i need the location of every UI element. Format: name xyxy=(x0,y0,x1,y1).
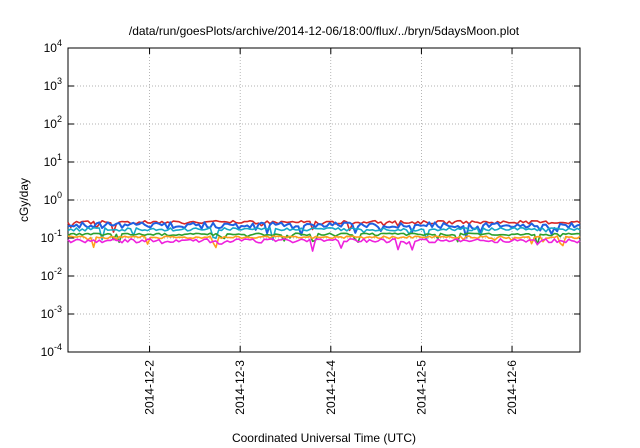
x-axis: 2014-12-2 2014-12-3 2014-12-4 2014-12-5 2014… xyxy=(143,48,519,415)
x-tick-label: 2014-12-5 xyxy=(414,360,428,415)
y-tick-label: 101 xyxy=(44,152,62,169)
y-tick-label: 100 xyxy=(44,190,62,207)
y-tick-label: 10-1 xyxy=(41,228,62,245)
x-tick-label: 2014-12-6 xyxy=(505,360,519,415)
series-group xyxy=(67,219,581,252)
series-line xyxy=(67,226,581,241)
y-tick-label: 102 xyxy=(44,114,62,131)
y-axis-label: cGy/day xyxy=(17,178,31,222)
series-line xyxy=(67,238,581,252)
x-tick-label: 2014-12-4 xyxy=(324,360,338,415)
x-tick-label: 2014-12-2 xyxy=(143,360,157,415)
y-tick-label: 103 xyxy=(44,76,62,93)
y-axis: 10-4 10-3 10-2 10-1 100 101 102 103 104 xyxy=(41,38,580,359)
grid xyxy=(68,48,580,352)
y-tick-label: 104 xyxy=(44,38,62,55)
chart-title: /data/run/goesPlots/archive/2014-12-06/1… xyxy=(129,24,520,38)
x-tick-label: 2014-12-3 xyxy=(233,360,247,415)
series-line xyxy=(68,235,581,249)
series-line xyxy=(67,221,581,239)
x-axis-label: Coordinated Universal Time (UTC) xyxy=(232,431,416,445)
y-tick-label: 10-3 xyxy=(41,304,62,321)
y-tick-label: 10-2 xyxy=(41,266,62,283)
series-line xyxy=(67,232,581,246)
y-tick-label: 10-4 xyxy=(41,342,62,359)
